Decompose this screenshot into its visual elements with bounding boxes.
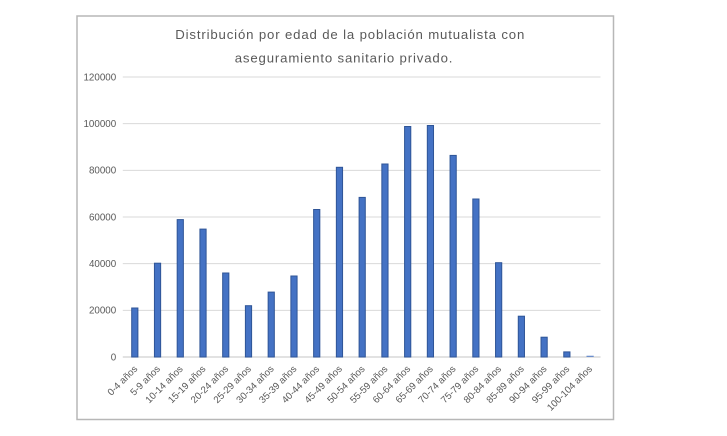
svg-text:Distribución por edad de la po: Distribución por edad de la población mu… [175, 27, 525, 42]
svg-text:40000: 40000 [89, 259, 117, 270]
svg-text:100000: 100000 [83, 119, 116, 130]
svg-text:120000: 120000 [83, 72, 116, 83]
svg-text:0: 0 [111, 352, 117, 363]
svg-text:80000: 80000 [89, 166, 117, 177]
svg-text:20000: 20000 [89, 306, 117, 317]
svg-text:aseguramiento sanitario privad: aseguramiento sanitario privado. [235, 50, 454, 65]
svg-text:60000: 60000 [89, 212, 117, 223]
